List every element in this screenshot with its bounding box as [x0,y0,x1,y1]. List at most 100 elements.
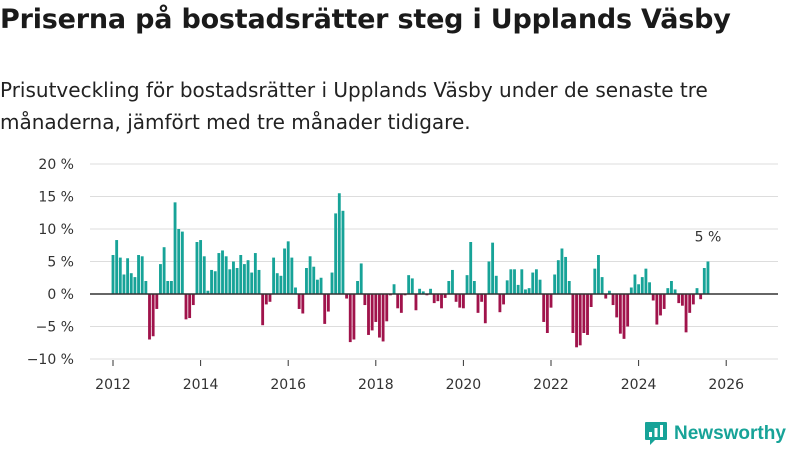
y-axis-labels: −10 % −5 % 0 % 5 % 10 % 15 % 20 % [27,157,74,368]
bar [440,294,443,309]
bar [560,248,564,294]
bar [224,256,228,294]
bar [487,261,491,294]
bar [706,261,710,294]
bar [122,274,126,294]
chart-subtitle: Prisutveckling för bostadsrätter i Uppla… [0,78,708,134]
bar [337,193,341,294]
bar [418,288,422,294]
bar [622,294,626,339]
bar [279,275,283,294]
gridlines [90,163,778,360]
bar [144,281,148,294]
annotations: 5 % [695,230,722,246]
bar [534,269,538,294]
bar [476,294,480,313]
bar [637,284,641,294]
y-tick-label: 15 % [38,190,74,206]
bar [213,271,217,294]
newsworthy-brand: Newsworthy [644,420,786,448]
bar [436,294,440,302]
bar [239,255,243,294]
bar [509,269,513,294]
y-tick-label: 20 % [38,157,74,173]
bar [670,281,673,294]
bars [111,193,710,348]
bar [264,294,268,305]
bar [323,294,327,324]
bar [593,268,597,294]
bar [545,294,549,333]
bar [421,291,425,294]
bar [600,277,604,294]
bar [162,247,166,294]
bar [367,294,370,335]
bar [399,294,403,313]
bar [607,290,611,294]
last-value-annotation: 5 % [695,230,722,246]
x-tick-label: 2022 [533,377,569,390]
bar [301,294,305,314]
bar [151,294,155,337]
x-tick-label: 2014 [183,377,219,390]
bar [520,269,524,294]
bar [385,294,389,322]
bar [283,248,286,294]
bar [454,294,458,302]
bar [312,266,316,294]
bar [680,294,684,306]
bar [206,290,210,294]
bar [257,269,261,294]
bar [666,288,670,294]
bar [348,294,352,343]
bar-chart: −10 % −5 % 0 % 5 % 10 % 15 % 20 % 2012 2014 2016… [27,157,778,390]
bar [564,256,568,294]
bar [633,274,637,294]
bar [374,294,378,322]
bar [673,289,677,294]
bar [356,281,359,294]
y-tick-label: −5 % [36,320,74,336]
x-tick-label: 2024 [621,377,657,390]
bar [253,253,257,294]
bar [392,284,396,294]
bar [228,269,232,294]
x-axis-labels: 2012 2014 2016 2018 2020 2022 2024 2026 [95,360,744,390]
bar [582,294,586,333]
y-tick-label: 10 % [38,222,74,238]
bar [115,240,119,294]
bar [538,279,542,294]
bar [308,256,312,294]
bar [286,241,290,294]
bar [370,294,374,331]
bar [378,294,381,338]
bar [443,294,447,298]
bar-chart-logo-icon [645,422,667,445]
bar [275,273,279,294]
bar [589,294,593,307]
bar [597,255,600,294]
chart-title: Priserna på bostadsrätter steg i Uppland… [0,4,731,35]
bar [527,288,531,294]
bar [334,213,338,294]
bar [155,294,159,309]
x-tick-label: 2026 [708,377,744,390]
bar [469,242,473,294]
bar [505,280,509,294]
bar [232,261,235,294]
bar [137,255,140,294]
bar [184,294,188,320]
bar [695,288,699,294]
bar [126,258,130,294]
bar [261,294,265,326]
x-tick-label: 2020 [446,377,482,390]
bar [191,294,195,306]
bar [648,282,651,294]
bar [235,268,239,294]
bar [662,294,666,309]
bar [483,294,487,324]
bar [702,268,706,294]
bar [294,287,297,294]
bar [618,294,622,334]
bar [447,281,451,294]
